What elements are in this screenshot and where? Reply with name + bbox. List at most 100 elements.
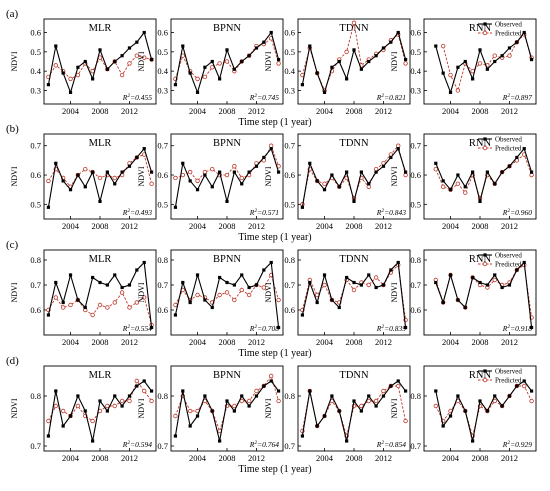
observed-point (515, 384, 519, 388)
predicted-point (202, 169, 208, 175)
predicted-point (246, 292, 252, 298)
panel-title: TDNN (339, 370, 369, 381)
observed-point (142, 30, 146, 35)
observed-point (367, 182, 371, 186)
observed-point (247, 285, 251, 290)
observed-point (232, 170, 236, 174)
y-tick-label: 0.6 (30, 170, 41, 180)
observed-point (330, 394, 334, 398)
predicted-point (448, 72, 453, 78)
r-squared-label: R2=0.839 (376, 324, 407, 333)
y-tick-label: 0.8 (284, 391, 295, 401)
observed-point (507, 46, 512, 50)
observed-point (149, 170, 154, 174)
r-squared-label: R2=0.821 (376, 93, 406, 102)
y-tick-label: 0.6 (284, 28, 295, 38)
observed-point (46, 83, 51, 87)
panel-rnn-0: RNN NDVI 0.3 0.4 0.5 0.6 2004 2008 2012 R2=0.897 O… (390, 18, 537, 116)
observed-point (210, 59, 214, 64)
observed-point (83, 305, 87, 310)
predicted-point (403, 61, 408, 66)
observed-point (493, 273, 497, 277)
predicted-point (119, 398, 125, 404)
predicted-point (53, 403, 58, 409)
y-tick-label: 0.8 (410, 255, 421, 265)
predicted-point (529, 398, 534, 404)
observed-point (389, 268, 393, 272)
x-tick-label: 2012 (501, 453, 518, 463)
legend-observed-marker (483, 137, 487, 141)
observed-point (367, 59, 371, 64)
predicted-point (97, 175, 103, 181)
legend-predicted-label: Predicted (495, 145, 522, 153)
plot-frame (297, 365, 411, 452)
y-axis-label: NDVI (10, 282, 19, 302)
x-tick-label: 2012 (501, 221, 518, 231)
predicted-point (195, 178, 200, 184)
observed-point (120, 285, 124, 290)
observed-point (315, 300, 319, 305)
predicted-point (403, 172, 408, 178)
observed-point (269, 147, 273, 151)
x-tick-label: 2004 (316, 453, 334, 463)
observed-point (456, 394, 460, 398)
observed-point (240, 273, 244, 277)
observed-point (367, 394, 371, 398)
observed-point (434, 44, 438, 48)
predicted-point (359, 403, 364, 409)
observed-point (529, 57, 534, 62)
r-squared-label: R2=0.594 (122, 440, 153, 449)
panel-bpnn-2: BPNN NDVI 0.6 0.7 0.8 2004 2008 2012 R2=0.708 (137, 249, 284, 347)
predicted-point (112, 300, 117, 305)
observed-point (247, 54, 251, 58)
predicted-point (134, 378, 140, 384)
observed-point (308, 44, 312, 48)
panel-title: TDNN (339, 23, 369, 34)
observed-point (381, 394, 386, 398)
predicted-point (127, 61, 132, 66)
observed-point (308, 389, 312, 393)
panel-title: RNN (469, 370, 492, 381)
plot-frame (170, 249, 284, 336)
predicted-point (134, 300, 140, 305)
observed-point (389, 384, 393, 388)
observed-point (254, 394, 259, 398)
observed-point (262, 384, 266, 388)
observed-point (485, 170, 489, 174)
r-squared-label: R2=0.455 (122, 93, 153, 102)
observed-point (127, 283, 132, 287)
observed-point (352, 199, 356, 204)
predicted-point (127, 398, 132, 404)
predicted-point (239, 287, 244, 293)
observed-point (46, 205, 51, 209)
observed-point (500, 54, 504, 58)
observed-point (91, 275, 95, 280)
observed-point (441, 179, 445, 183)
observed-point (448, 90, 453, 95)
y-tick-label: 0.5 (30, 47, 41, 57)
observed-point (493, 394, 497, 398)
legend-predicted-label: Predicted (495, 30, 522, 38)
observed-point (181, 389, 185, 393)
y-tick-label: 0.4 (30, 66, 41, 76)
x-tick-label: 2012 (501, 337, 518, 347)
predicted-point (440, 184, 446, 189)
predicted-point (224, 172, 230, 178)
observed-point (522, 379, 526, 383)
observed-point (403, 325, 408, 330)
observed-point (98, 280, 102, 285)
x-axis-title: Time step (1 year) (238, 117, 311, 128)
observed-point (448, 273, 453, 277)
legend-predicted-label: Predicted (495, 261, 522, 269)
observed-point (262, 40, 266, 44)
r-squared-label: R2=0.764 (249, 440, 280, 449)
plot-frame (297, 133, 411, 220)
predicted-point (217, 292, 222, 298)
observed-point (218, 275, 222, 280)
observed-point (359, 283, 363, 287)
predicted-point (322, 181, 327, 187)
y-tick-label: 0.7 (157, 141, 168, 151)
observed-point (322, 188, 327, 192)
y-tick-label: 0.8 (157, 255, 168, 265)
y-axis-label: NDVI (264, 51, 273, 71)
